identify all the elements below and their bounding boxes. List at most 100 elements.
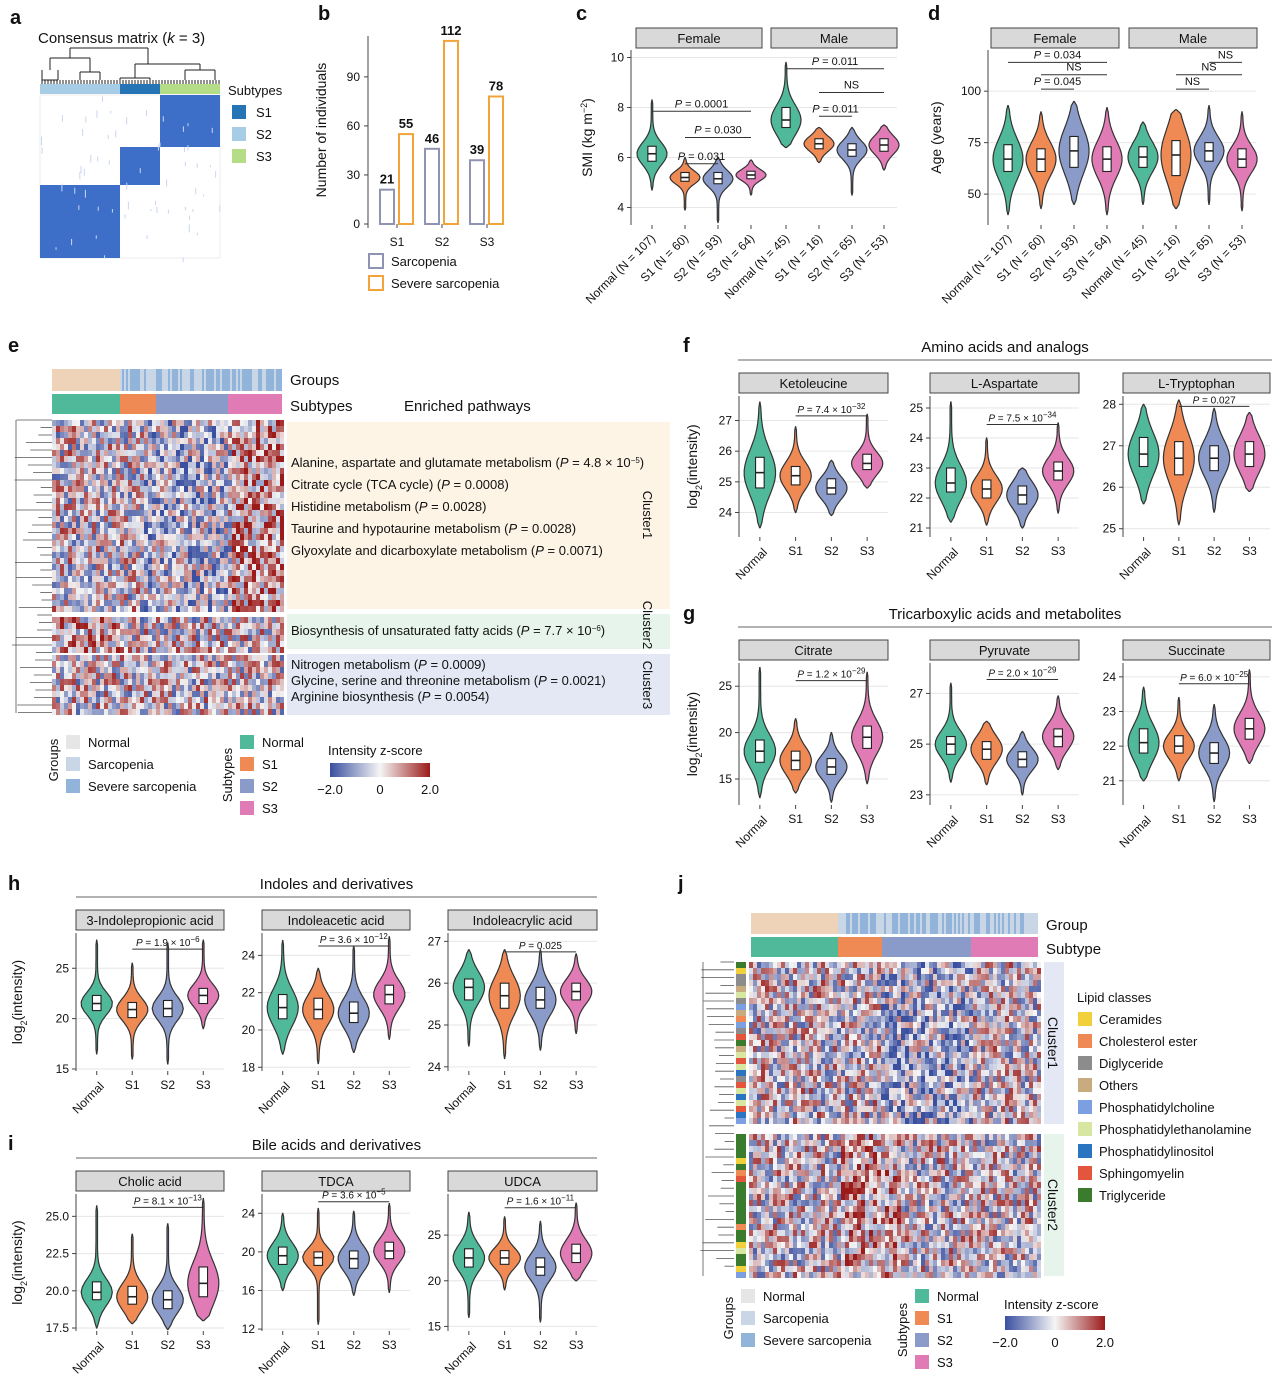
heatmap-cell [1025, 1004, 1029, 1010]
heatmap-cell [84, 709, 88, 715]
heatmap-cell [224, 576, 228, 582]
heatmap-cell [152, 432, 156, 438]
heatmap-cell [136, 588, 140, 594]
heatmap-cell [72, 691, 76, 697]
heatmap-cell [236, 655, 240, 661]
heatmap-cell [264, 594, 268, 600]
heatmap-cell [56, 576, 60, 582]
heatmap-cell [841, 1082, 845, 1088]
heatmap-cell [769, 1076, 773, 1082]
group-bar-cell [1030, 913, 1032, 934]
heatmap-cell [176, 685, 180, 691]
heatmap-cell [104, 594, 108, 600]
heatmap-cell [1029, 1076, 1033, 1082]
heatmap-cell [220, 667, 224, 673]
heatmap-cell [268, 516, 272, 522]
heatmap-cell [124, 588, 128, 594]
heatmap-cell [232, 534, 236, 540]
heatmap-cell [789, 992, 793, 998]
heatmap-cell [869, 1082, 873, 1088]
heatmap-cell [196, 420, 200, 426]
heatmap-cell [88, 504, 92, 510]
subtype-bar-normal [751, 937, 838, 957]
heatmap-cell [781, 1058, 785, 1064]
heatmap-cell [188, 647, 192, 653]
heatmap-cell [68, 667, 72, 673]
heatmap-cell [280, 697, 284, 703]
heatmap-cell [92, 522, 96, 528]
heatmap-cell [108, 635, 112, 641]
heatmap-cell [841, 1076, 845, 1082]
heatmap-cell [941, 1076, 945, 1082]
heatmap-cell [128, 582, 132, 588]
heatmap-cell [761, 974, 765, 980]
heatmap-cell [116, 667, 120, 673]
heatmap-cell [837, 1100, 841, 1106]
heatmap-cell [144, 540, 148, 546]
heatmap-cell [152, 667, 156, 673]
heatmap-cell [769, 1094, 773, 1100]
heatmap-cell [104, 504, 108, 510]
heatmap-cell [52, 504, 56, 510]
heatmap-cell [156, 685, 160, 691]
heatmap-cell [921, 1034, 925, 1040]
heatmap-cell [184, 474, 188, 480]
heatmap-cell [224, 606, 228, 612]
heatmap-cell [1001, 1010, 1005, 1016]
heatmap-cell [1009, 1046, 1013, 1052]
heatmap-cell [64, 516, 68, 522]
heatmap-cell [72, 570, 76, 576]
heatmap-cell [76, 420, 80, 426]
heatmap-cell [64, 673, 68, 679]
heatmap-cell [108, 468, 112, 474]
heatmap-cell [128, 546, 132, 552]
heatmap-cell [108, 685, 112, 691]
heatmap-cell [252, 564, 256, 570]
heatmap-cell [244, 667, 248, 673]
heatmap-cell [801, 1010, 805, 1016]
heatmap-cell [192, 697, 196, 703]
heatmap-cell [901, 992, 905, 998]
heatmap-cell [88, 474, 92, 480]
heatmap-cell [104, 641, 108, 647]
heatmap-cell [136, 486, 140, 492]
heatmap-cell [749, 1004, 753, 1010]
heatmap-cell [781, 1064, 785, 1070]
heatmap-cell [829, 1052, 833, 1058]
heatmap-cell [236, 641, 240, 647]
lipid-heatmap-cluster-1 [749, 962, 1041, 1124]
heatmap-cell [124, 667, 128, 673]
heatmap-cell [212, 426, 216, 432]
heatmap-cell [789, 1070, 793, 1076]
heatmap-cell [793, 998, 797, 1004]
heatmap-cell [829, 992, 833, 998]
heatmap-cell [941, 1058, 945, 1064]
heatmap-cell [945, 1022, 949, 1028]
heatmap-cell [72, 667, 76, 673]
heatmap-cell [88, 606, 92, 612]
heatmap-cell [793, 1070, 797, 1076]
heatmap-cell [821, 980, 825, 986]
heatmap-cell [176, 462, 180, 468]
heatmap-cell [204, 697, 208, 703]
heatmap-cell [865, 986, 869, 992]
group-bar-cell [986, 913, 988, 934]
heatmap-cell [833, 974, 837, 980]
heatmap-cell [889, 1022, 893, 1028]
heatmap-cell [200, 709, 204, 715]
heatmap-cell [132, 617, 136, 623]
heatmap-cell [104, 474, 108, 480]
heatmap-cell [997, 1052, 1001, 1058]
heatmap-cell [949, 992, 953, 998]
heatmap-cell [112, 606, 116, 612]
heatmap-cell [945, 1088, 949, 1094]
heatmap-cell [957, 1028, 961, 1034]
heatmap-cell [929, 1004, 933, 1010]
zscore-tick-label: 0 [376, 782, 383, 797]
heatmap-cell [112, 697, 116, 703]
heatmap-cell [821, 1070, 825, 1076]
heatmap-cell [124, 462, 128, 468]
heatmap-cell [957, 986, 961, 992]
heatmap-cell [172, 582, 176, 588]
heatmap-cell [781, 992, 785, 998]
